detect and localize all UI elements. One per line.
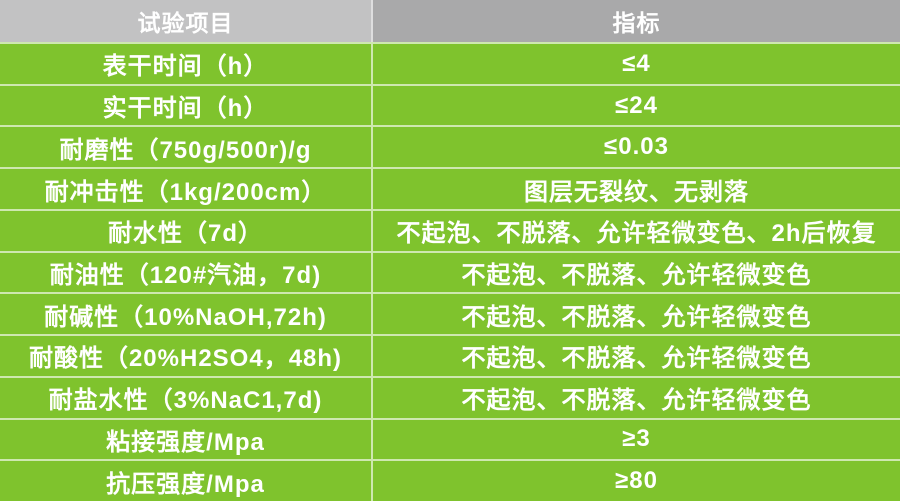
row-item-cell: 实干时间（h） <box>0 83 371 126</box>
row-value-cell: 不起泡、不脱落、允许轻微变色 <box>371 375 900 418</box>
row-item-cell: 耐碱性（10%NaOH,72h) <box>0 292 371 335</box>
row-value-cell: 不起泡、不脱落、允许轻微变色、2h后恢复 <box>371 208 900 251</box>
row-value-cell: ≤4 <box>371 42 900 84</box>
row-value-cell: ≥3 <box>371 417 900 460</box>
header-cell-index: 指标 <box>371 0 900 42</box>
row-item-cell: 耐酸性（20%H2SO4，48h) <box>0 334 371 376</box>
row-item-cell: 耐冲击性（1kg/200cm） <box>0 167 371 209</box>
row-item-cell: 耐盐水性（3%NaC1,7d) <box>0 375 371 418</box>
row-value-cell: ≥80 <box>371 459 900 501</box>
row-value-cell: 不起泡、不脱落、允许轻微变色 <box>371 292 900 335</box>
row-value-cell: 不起泡、不脱落、允许轻微变色 <box>371 334 900 376</box>
row-item-cell: 耐油性（120#汽油，7d) <box>0 250 371 293</box>
row-value-cell: ≤0.03 <box>371 125 900 168</box>
row-item-cell: 表干时间（h） <box>0 42 371 84</box>
row-item-cell: 粘接强度/Mpa <box>0 417 371 460</box>
row-item-cell: 耐磨性（750g/500r)/g <box>0 125 371 168</box>
row-item-cell: 耐水性（7d） <box>0 208 371 251</box>
header-cell-test-item: 试验项目 <box>0 0 371 42</box>
row-value-cell: ≤24 <box>371 83 900 126</box>
row-item-cell: 抗压强度/Mpa <box>0 459 371 501</box>
row-value-cell: 图层无裂纹、无剥落 <box>371 167 900 209</box>
row-value-cell: 不起泡、不脱落、允许轻微变色 <box>371 250 900 293</box>
